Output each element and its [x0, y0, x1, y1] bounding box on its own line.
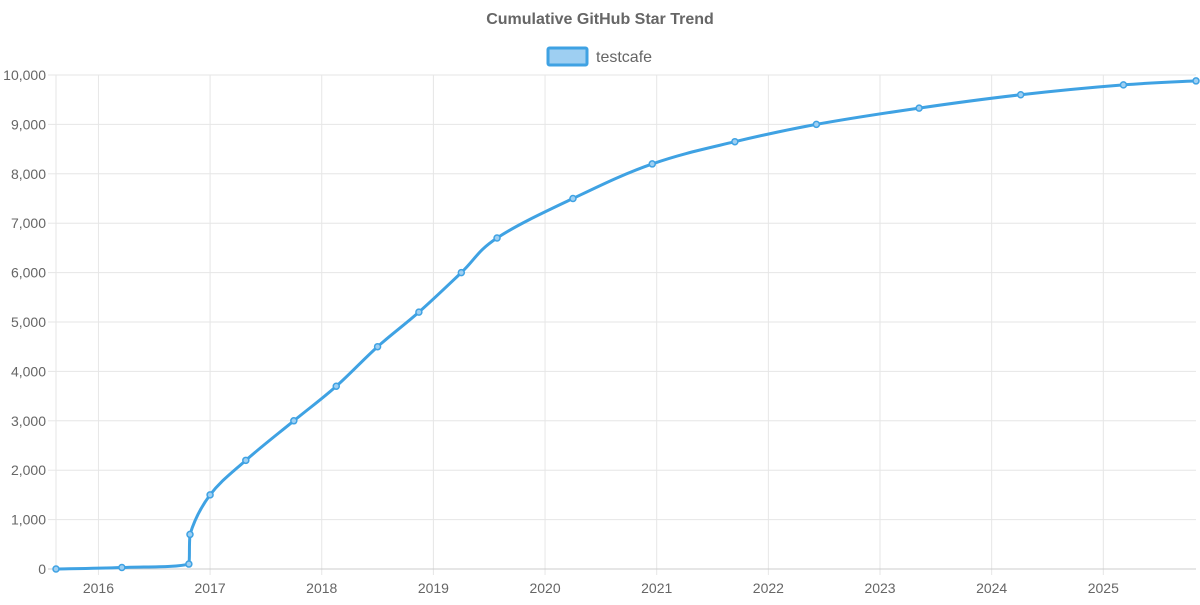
data-point[interactable]	[373, 342, 382, 351]
data-point[interactable]	[1119, 81, 1128, 89]
x-tick-label: 2022	[753, 580, 784, 596]
x-tick-label: 2023	[864, 580, 895, 596]
data-point[interactable]	[569, 194, 577, 203]
data-point[interactable]	[185, 560, 193, 568]
y-tick-label: 6,000	[11, 265, 46, 281]
data-point[interactable]	[118, 563, 126, 572]
data-point[interactable]	[457, 268, 466, 277]
x-tick-label: 2019	[418, 580, 449, 596]
data-point[interactable]	[290, 417, 298, 425]
y-axis-ticks: 0 1,000 2,000 3,000 4,000 5,000 6,000 7,000 8,00…	[3, 67, 46, 577]
y-tick-label: 0	[38, 561, 46, 577]
data-point[interactable]	[186, 530, 194, 539]
y-tick-label: 5,000	[11, 314, 46, 330]
data-point[interactable]	[242, 456, 250, 465]
data-point[interactable]	[1016, 91, 1025, 99]
x-tick-label: 2016	[83, 580, 114, 596]
data-point[interactable]	[731, 137, 739, 146]
x-tick-label: 2021	[641, 580, 672, 596]
y-tick-label: 4,000	[11, 363, 46, 379]
data-point[interactable]	[52, 565, 60, 573]
x-tick-label: 2025	[1088, 580, 1119, 596]
x-axis-ticks: 2016 2017 2018 2019 2020 2021 2022 2023 2024 2025	[83, 580, 1119, 596]
x-tick-label: 2018	[306, 580, 337, 596]
data-point[interactable]	[332, 382, 341, 390]
series-line-testcafe	[54, 79, 1198, 571]
data-point[interactable]	[493, 234, 501, 242]
x-tick-label: 2017	[195, 580, 226, 596]
data-point[interactable]	[415, 308, 423, 316]
legend-swatch-testcafe	[546, 46, 589, 67]
legend[interactable]: testcafe	[546, 46, 652, 67]
y-tick-label: 9,000	[11, 116, 46, 132]
data-point[interactable]	[206, 491, 214, 499]
x-tick-label: 2024	[976, 580, 1007, 596]
chart-title: Cumulative GitHub Star Trend	[486, 11, 714, 28]
series	[54, 79, 1198, 571]
grid	[48, 74, 1196, 575]
y-tick-label: 10,000	[3, 67, 46, 83]
y-tick-label: 1,000	[11, 512, 46, 528]
y-tick-label: 3,000	[11, 413, 46, 429]
y-tick-label: 2,000	[11, 462, 46, 478]
data-point[interactable]	[648, 160, 656, 168]
data-point[interactable]	[915, 104, 923, 112]
x-tick-label: 2020	[529, 580, 560, 596]
legend-label-testcafe: testcafe	[596, 49, 652, 66]
axes	[48, 75, 1196, 570]
y-tick-label: 8,000	[11, 166, 46, 182]
data-point[interactable]	[812, 120, 821, 129]
data-point[interactable]	[1192, 77, 1200, 85]
y-tick-label: 7,000	[11, 215, 46, 231]
data-points	[52, 77, 1200, 573]
